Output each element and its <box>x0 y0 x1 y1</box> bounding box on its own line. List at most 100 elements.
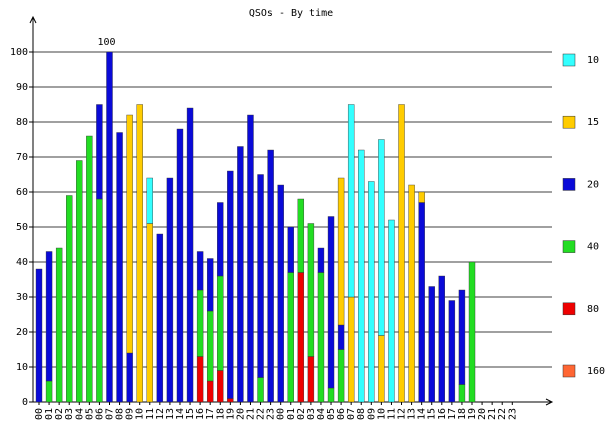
bar-segment <box>297 272 305 403</box>
x-tick-label: 11 <box>145 408 156 420</box>
bar-segment <box>257 377 264 403</box>
bar-segment <box>358 149 365 403</box>
bar-segment <box>247 114 254 403</box>
x-tick-label: 21 <box>245 408 256 420</box>
bar-segment <box>196 251 204 291</box>
x-tick-label: 18 <box>215 408 226 420</box>
bar-segment <box>196 356 204 403</box>
bar-segment <box>337 177 345 326</box>
bar-segment <box>45 380 53 403</box>
data-label: 100 <box>97 37 115 48</box>
y-tick-label: 80 <box>16 117 28 128</box>
x-tick-label: 03 <box>306 408 317 420</box>
y-arrow <box>29 15 37 24</box>
bar-segment <box>468 261 476 403</box>
x-tick-label: 17 <box>205 408 216 420</box>
x-tick-label: 17 <box>447 408 458 420</box>
x-tick-label: 00 <box>34 408 45 420</box>
bar-segment <box>337 349 345 403</box>
bar-segment <box>287 226 294 273</box>
bar-segment <box>418 191 425 203</box>
x-tick-label: 18 <box>457 408 468 420</box>
bar-segment <box>327 387 335 403</box>
legend-label: 160 <box>587 366 605 377</box>
x-tick-label: 01 <box>286 408 297 420</box>
bar-segment <box>347 296 355 403</box>
bar-segment <box>337 324 345 350</box>
x-tick-label: 08 <box>115 408 126 420</box>
x-tick-label: 02 <box>296 408 307 420</box>
bar-segment <box>196 289 204 357</box>
bar-segment <box>388 219 395 403</box>
bar-segment <box>418 202 425 403</box>
bar-segment <box>428 286 435 403</box>
bar-segment <box>136 104 143 403</box>
x-tick-label: 20 <box>235 408 246 420</box>
legend-swatch <box>562 240 576 253</box>
x-tick-label: 01 <box>44 408 55 420</box>
bar-segment <box>327 216 335 389</box>
x-tick-label: 20 <box>477 408 488 420</box>
y-tick-label: 10 <box>16 362 28 373</box>
bar-segment <box>267 149 274 403</box>
x-tick-label: 22 <box>497 408 508 420</box>
x-tick-label: 12 <box>397 408 408 420</box>
x-tick-label: 04 <box>316 408 327 420</box>
bar-segment <box>398 104 405 403</box>
legend-swatch <box>562 53 576 67</box>
x-arrow <box>545 398 554 406</box>
x-tick-label: 04 <box>74 408 85 420</box>
bar-segment <box>227 170 234 399</box>
x-tick-label: 23 <box>266 408 277 420</box>
bar-segment <box>217 275 224 371</box>
bar-segment <box>116 132 123 403</box>
x-tick-label: 21 <box>487 408 498 420</box>
bar-segment <box>297 198 305 273</box>
x-tick-label: 19 <box>467 408 478 420</box>
bar-segment <box>257 174 264 378</box>
y-tick-label: 90 <box>16 82 28 93</box>
x-tick-label: 07 <box>346 408 357 420</box>
bar-segment <box>317 272 325 403</box>
x-tick-label: 16 <box>437 408 448 420</box>
x-tick-label: 05 <box>84 408 95 420</box>
bar-segment <box>35 268 43 403</box>
bar-segment <box>176 128 184 403</box>
bar-segment <box>317 247 325 273</box>
legend-label: 80 <box>587 304 599 315</box>
bar-segment <box>126 352 133 403</box>
x-tick-label: 16 <box>195 408 206 420</box>
legend-swatch <box>562 302 576 316</box>
bar-segment <box>126 114 133 354</box>
x-tick-label: 15 <box>427 408 438 420</box>
bar-segment <box>76 160 83 403</box>
bar-segment <box>378 139 385 336</box>
bar-segment <box>217 202 224 277</box>
bar-segment <box>458 289 466 385</box>
x-tick-label: 22 <box>256 408 267 420</box>
bar-segment <box>45 251 53 382</box>
bar-segment <box>378 335 385 403</box>
x-tick-label: 02 <box>54 408 65 420</box>
bar-segment <box>448 300 456 403</box>
chart-title: QSOs - By time <box>249 8 333 19</box>
y-tick-label: 0 <box>22 397 28 408</box>
x-tick-label: 13 <box>407 408 418 420</box>
y-tick-label: 100 <box>10 47 28 58</box>
bar-segment <box>186 107 194 403</box>
x-tick-label: 10 <box>135 408 146 420</box>
x-tick-label: 14 <box>417 408 428 420</box>
x-tick-label: 23 <box>507 408 518 420</box>
bar-segment <box>287 272 294 403</box>
bar-segment <box>146 223 153 403</box>
x-tick-label: 13 <box>165 408 176 420</box>
legend-label: 20 <box>587 179 599 190</box>
x-tick-label: 07 <box>104 408 115 420</box>
legend-label: 10 <box>587 55 599 66</box>
bar-segment <box>206 258 214 312</box>
bar-segment <box>368 181 375 403</box>
y-tick-label: 40 <box>16 257 28 268</box>
bar-segment <box>66 195 73 403</box>
x-tick-label: 06 <box>94 408 105 420</box>
